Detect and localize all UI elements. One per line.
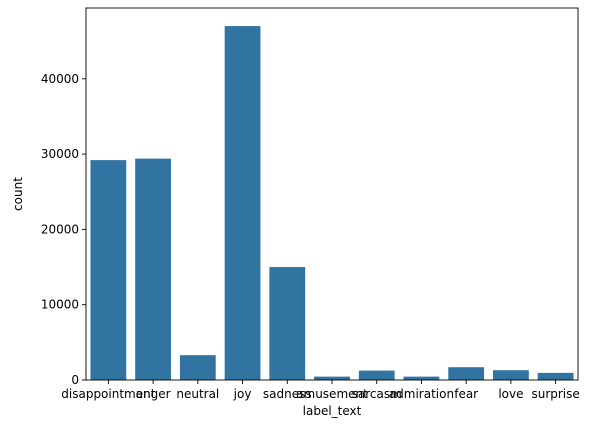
bar-love [493,370,529,380]
x-tick-label-anger: anger [136,387,171,401]
y-tick-label: 10000 [41,298,79,312]
x-tick-label-surprise: surprise [531,387,579,401]
bar-disappointment [90,160,127,380]
x-axis-label: label_text [303,404,362,418]
y-tick-label: 40000 [41,72,79,86]
x-tick-label-neutral: neutral [176,387,219,401]
y-ticks-group: 0 10000 20000 30000 40000 [41,72,86,387]
y-tick-label: 20000 [41,222,79,236]
bar-sarcasm [358,370,395,380]
bar-anger [135,158,171,380]
axes-frame [85,7,579,381]
x-tick-label-joy: joy [233,387,252,401]
bar-admiration [403,376,440,380]
bar-sadness [269,267,306,380]
y-tick-label: 0 [71,373,79,387]
bar-surprise [537,372,574,380]
y-axis-label: count [11,177,25,211]
x-tick-label-disappointment: disappointment [61,387,155,401]
bar-joy [224,26,261,380]
bar-amusement [314,376,350,380]
y-tick-label: 30000 [41,147,79,161]
bar-neutral [179,355,216,380]
x-tick-label-sadness: sadness [263,387,312,401]
bar-fear [448,367,485,380]
x-tick-label-fear: fear [454,387,478,401]
x-tick-label-sarcasm: sarcasm [352,387,402,401]
bars-group [90,26,574,380]
x-tick-label-amusement: amusement [296,387,368,401]
x-tick-label-admiration: admiration [389,387,454,401]
x-tick-label-love: love [498,387,523,401]
